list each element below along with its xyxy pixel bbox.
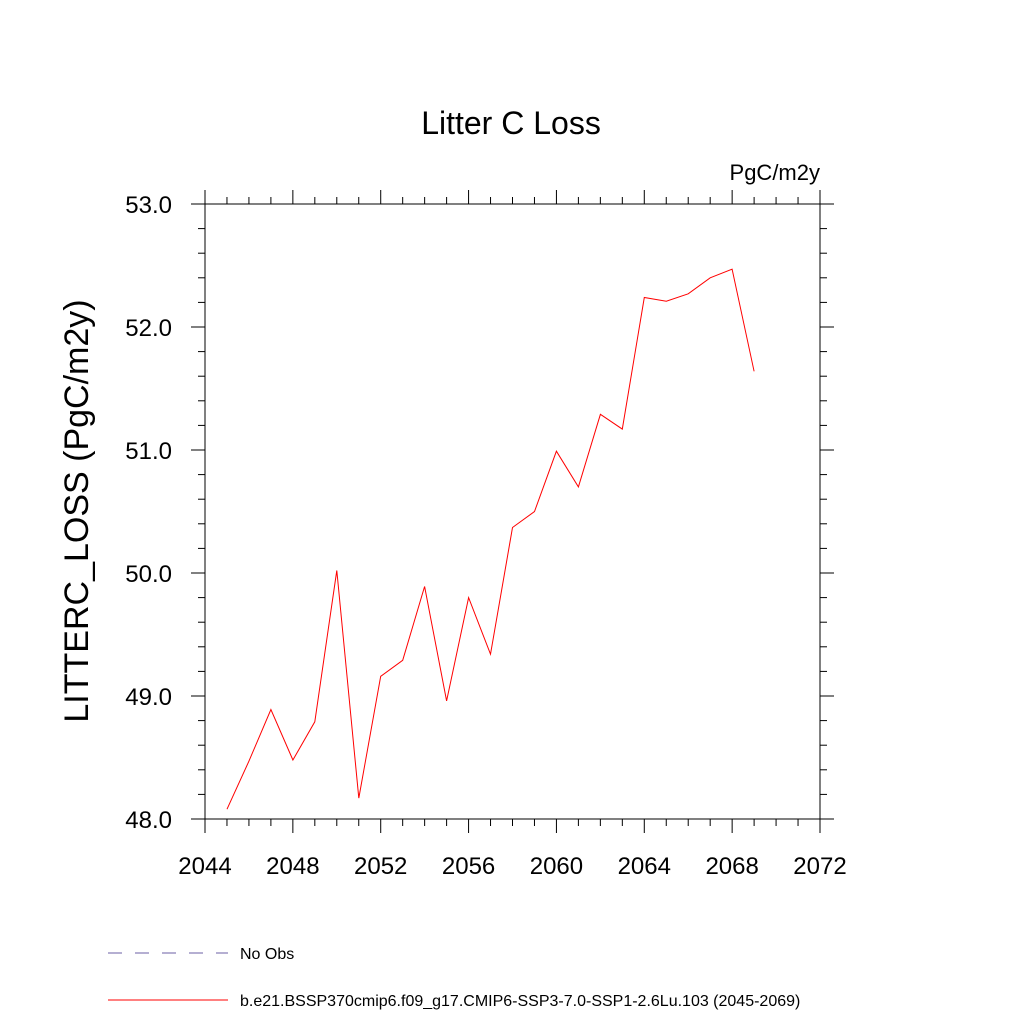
y-tick-label: 51.0 — [125, 438, 172, 465]
series-line — [226, 268, 755, 810]
y-tick-label: 50.0 — [125, 561, 172, 588]
legend: No Obs b.e21.BSSP370cmip6.f09_g17.CMIP6-… — [108, 946, 800, 1010]
legend-label-no-obs: No Obs — [240, 946, 294, 963]
x-tick-label: 2068 — [705, 853, 758, 880]
units-label: PgC/m2y — [730, 160, 820, 185]
axis-ticks — [191, 190, 834, 833]
plot-frame — [204, 203, 821, 820]
x-tick-label: 2048 — [266, 853, 319, 880]
x-tick-label: 2060 — [530, 853, 583, 880]
y-tick-labels: 48.0 49.0 50.0 51.0 52.0 53.0 — [125, 192, 172, 834]
x-tick-label: 2064 — [618, 853, 671, 880]
x-tick-label: 2072 — [793, 853, 846, 880]
legend-label-series: b.e21.BSSP370cmip6.f09_g17.CMIP6-SSP3-7.… — [240, 993, 800, 1010]
y-tick-label: 53.0 — [125, 192, 172, 219]
x-tick-label: 2056 — [442, 853, 495, 880]
x-tick-labels: 2044 2048 2052 2056 2060 2064 2068 2072 — [178, 853, 846, 880]
series-group — [226, 268, 755, 810]
y-tick-label: 48.0 — [125, 807, 172, 834]
x-tick-label: 2052 — [354, 853, 407, 880]
x-tick-label: 2044 — [178, 853, 231, 880]
chart-title: Litter C Loss — [421, 105, 601, 141]
y-axis-label: LITTERC_LOSS (PgC/m2y) — [58, 299, 96, 722]
y-tick-label: 49.0 — [125, 684, 172, 711]
y-tick-label: 52.0 — [125, 315, 172, 342]
